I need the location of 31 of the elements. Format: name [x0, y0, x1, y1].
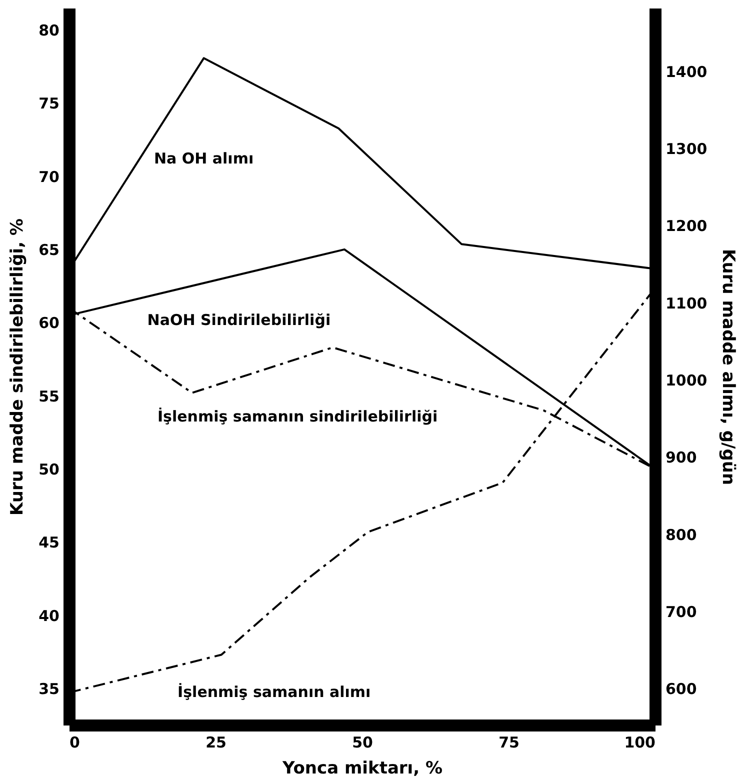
y2-tick-label: 1100: [666, 294, 708, 312]
y-tick-label: 70: [38, 168, 60, 186]
x-tick-label: 50: [352, 734, 373, 752]
series-label: İşlenmiş samanın alımı: [178, 683, 371, 702]
y2-tick-label: 1200: [666, 217, 708, 236]
x-tick-label: 25: [206, 734, 226, 752]
y2-tick-label: 1000: [666, 372, 708, 390]
y-tick-label: 75: [38, 94, 60, 113]
y-tick-label: 45: [38, 534, 60, 552]
x-tick-label: 0: [70, 734, 80, 752]
y-tick-label: 65: [38, 240, 60, 259]
x-tick-label: 75: [498, 734, 520, 752]
series-label: İşlenmiş samanın sindirilebilirliği: [157, 408, 438, 426]
y2-tick-label: 1300: [666, 140, 708, 158]
x-axis-title: Yonca miktarı, %: [281, 758, 443, 778]
y-tick-label: 35: [38, 680, 60, 698]
y-tick-label: 80: [38, 21, 60, 40]
y-axis-title: Kuru madde sindirilebilirliği, %: [8, 218, 28, 516]
y-tick-label: 60: [38, 314, 60, 332]
y2-tick-label: 1400: [666, 62, 708, 81]
y-tick-label: 55: [38, 387, 60, 406]
y2-tick-label: 600: [666, 680, 697, 698]
y2-tick-label: 900: [666, 448, 697, 467]
series-label: Na OH alımı: [154, 150, 254, 168]
y2-tick-label: 700: [666, 603, 697, 622]
y2-axis-title: Kuru madde alımı, g/gün: [718, 248, 738, 486]
y-tick-label: 50: [38, 460, 60, 478]
y-tick-label: 40: [38, 606, 60, 625]
y2-tick-label: 800: [666, 526, 697, 544]
x-tick-label: 100: [624, 734, 656, 752]
series-label: NaOH Sindirilebilirliği: [147, 310, 331, 329]
